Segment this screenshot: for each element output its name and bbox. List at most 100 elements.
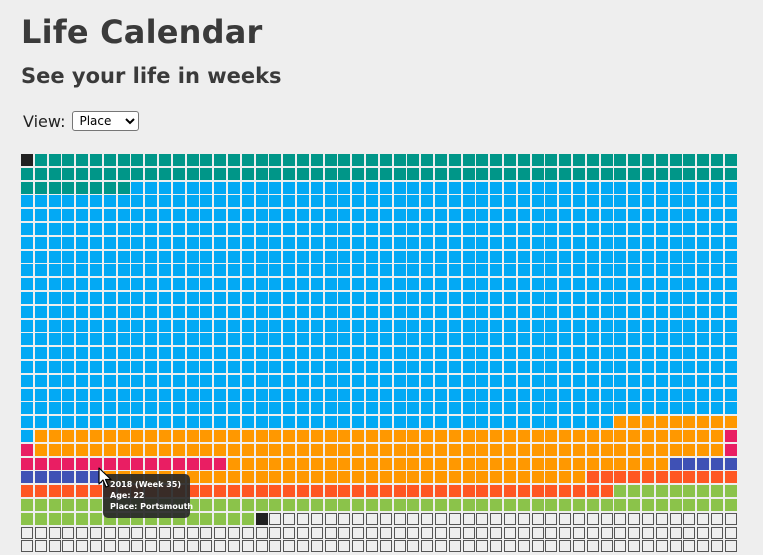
week-cell[interactable] — [172, 305, 185, 318]
week-cell[interactable] — [48, 209, 61, 222]
week-cell[interactable] — [200, 443, 213, 456]
week-cell[interactable] — [76, 278, 89, 291]
week-cell[interactable] — [407, 374, 420, 387]
week-cell[interactable] — [448, 209, 461, 222]
week-cell[interactable] — [131, 361, 144, 373]
week-cell-future[interactable] — [379, 526, 392, 539]
week-cell[interactable] — [504, 471, 516, 484]
week-cell[interactable] — [283, 457, 296, 470]
week-cell[interactable] — [711, 471, 723, 484]
week-cell[interactable] — [172, 264, 185, 277]
week-cell[interactable] — [159, 236, 171, 249]
week-cell[interactable] — [393, 209, 406, 222]
week-cell[interactable] — [21, 264, 33, 277]
week-cell[interactable] — [131, 416, 144, 429]
week-cell[interactable] — [628, 457, 641, 470]
week-cell[interactable] — [724, 292, 737, 304]
week-cell[interactable] — [34, 374, 47, 387]
week-cell[interactable] — [48, 333, 61, 346]
week-cell[interactable] — [531, 195, 544, 208]
week-cell[interactable] — [214, 457, 227, 470]
week-cell[interactable] — [614, 499, 627, 511]
week-cell[interactable] — [586, 443, 599, 456]
week-cell[interactable] — [559, 361, 572, 373]
week-cell[interactable] — [200, 333, 213, 346]
week-cell[interactable] — [352, 181, 365, 194]
week-cell-future[interactable] — [297, 540, 309, 553]
week-cell-future[interactable] — [462, 540, 475, 553]
week-cell[interactable] — [697, 264, 710, 277]
week-cell[interactable] — [573, 443, 585, 456]
week-cell[interactable] — [600, 209, 613, 222]
week-cell[interactable] — [200, 416, 213, 429]
week-cell[interactable] — [642, 402, 654, 415]
week-cell[interactable] — [76, 416, 89, 429]
week-cell[interactable] — [504, 443, 516, 456]
week-cell[interactable] — [683, 250, 696, 263]
week-cell[interactable] — [366, 264, 378, 277]
week-cell[interactable] — [379, 209, 392, 222]
week-cell-future[interactable] — [435, 526, 447, 539]
week-cell[interactable] — [200, 347, 213, 360]
week-cell-future[interactable] — [697, 526, 710, 539]
week-cell[interactable] — [683, 443, 696, 456]
week-cell[interactable] — [545, 278, 558, 291]
week-cell[interactable] — [393, 416, 406, 429]
week-cell[interactable] — [683, 333, 696, 346]
week-cell[interactable] — [228, 223, 240, 235]
week-cell[interactable] — [421, 223, 434, 235]
week-cell[interactable] — [338, 250, 351, 263]
week-cell[interactable] — [159, 416, 171, 429]
week-cell[interactable] — [531, 250, 544, 263]
week-cell[interactable] — [310, 388, 323, 401]
week-cell[interactable] — [241, 361, 254, 373]
week-cell-future[interactable] — [186, 540, 199, 553]
week-cell[interactable] — [669, 402, 682, 415]
week-cell[interactable] — [642, 361, 654, 373]
week-cell[interactable] — [48, 181, 61, 194]
week-cell[interactable] — [186, 167, 199, 180]
week-cell[interactable] — [76, 499, 89, 511]
week-cell[interactable] — [517, 388, 530, 401]
week-cell[interactable] — [600, 319, 613, 332]
week-cell[interactable] — [90, 250, 102, 263]
week-cell[interactable] — [559, 209, 572, 222]
week-cell[interactable] — [90, 154, 102, 166]
week-cell[interactable] — [21, 512, 33, 525]
week-cell[interactable] — [586, 374, 599, 387]
week-cell[interactable] — [62, 485, 75, 498]
week-cell[interactable] — [255, 333, 268, 346]
week-cell[interactable] — [531, 319, 544, 332]
week-cell[interactable] — [683, 457, 696, 470]
week-cell[interactable] — [697, 402, 710, 415]
week-cell-future[interactable] — [228, 540, 240, 553]
week-cell[interactable] — [504, 236, 516, 249]
week-cell[interactable] — [324, 154, 337, 166]
week-cell[interactable] — [642, 292, 654, 304]
week-cell-future[interactable] — [490, 540, 503, 553]
week-cell[interactable] — [172, 278, 185, 291]
week-cell[interactable] — [697, 319, 710, 332]
week-cell[interactable] — [490, 181, 503, 194]
week-cell[interactable] — [407, 402, 420, 415]
week-cell[interactable] — [573, 209, 585, 222]
week-cell[interactable] — [600, 485, 613, 498]
week-cell[interactable] — [517, 264, 530, 277]
week-cell[interactable] — [545, 154, 558, 166]
week-cell[interactable] — [228, 388, 240, 401]
week-cell[interactable] — [255, 209, 268, 222]
week-cell[interactable] — [76, 443, 89, 456]
week-cell[interactable] — [255, 278, 268, 291]
week-cell[interactable] — [76, 181, 89, 194]
week-cell[interactable] — [490, 209, 503, 222]
week-cell-future[interactable] — [421, 526, 434, 539]
week-cell[interactable] — [711, 292, 723, 304]
week-cell[interactable] — [172, 250, 185, 263]
week-cell[interactable] — [669, 167, 682, 180]
week-cell[interactable] — [586, 471, 599, 484]
week-cell[interactable] — [545, 305, 558, 318]
week-cell[interactable] — [476, 388, 489, 401]
week-cell[interactable] — [683, 361, 696, 373]
week-cell[interactable] — [407, 333, 420, 346]
week-cell[interactable] — [48, 430, 61, 442]
